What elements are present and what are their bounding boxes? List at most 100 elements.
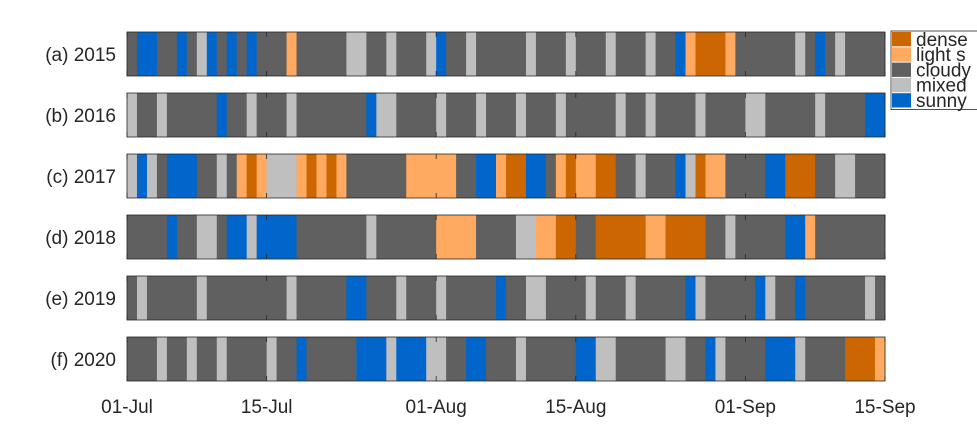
- segment-cloudy: [815, 215, 886, 259]
- segment-light-smoke: [535, 215, 557, 259]
- segment-cloudy: [875, 276, 886, 320]
- segment-cloudy: [705, 93, 746, 137]
- segment-cloudy: [136, 93, 158, 137]
- segment-mixed: [386, 32, 397, 76]
- segment-cloudy: [127, 32, 138, 76]
- segment-mixed: [615, 93, 626, 137]
- segment-light-smoke: [336, 154, 347, 198]
- legend-label: cloudy: [916, 60, 971, 81]
- segment-cloudy: [645, 154, 676, 198]
- segment-cloudy: [525, 337, 577, 381]
- segment-mixed: [665, 337, 686, 381]
- segment-cloudy: [705, 276, 756, 320]
- segment-dense-smoke: [665, 215, 706, 259]
- segment-light-smoke: [875, 337, 886, 381]
- segment-cloudy: [306, 337, 357, 381]
- segment-cloudy: [595, 276, 626, 320]
- legend-swatch-dense-smoke: [892, 32, 911, 47]
- segment-cloudy: [506, 276, 527, 320]
- row-frame: [126, 31, 886, 77]
- segment-cloudy: [486, 337, 517, 381]
- segment-sunny: [396, 337, 427, 381]
- segment-sunny: [246, 32, 257, 76]
- segment-cloudy: [486, 93, 517, 137]
- segment-sunny: [166, 215, 178, 259]
- segment-cloudy: [825, 32, 836, 76]
- segment-cloudy: [775, 276, 796, 320]
- segment-sunny: [476, 154, 497, 198]
- segment-cloudy: [805, 32, 816, 76]
- segment-cloudy: [615, 32, 646, 76]
- segment-mixed: [216, 154, 228, 198]
- segment-sunny: [206, 32, 218, 76]
- segment-mixed: [376, 93, 397, 137]
- segment-sunny: [815, 32, 826, 76]
- segment-mixed: [346, 32, 367, 76]
- segment-light-smoke: [645, 215, 666, 259]
- segment-sunny: [765, 154, 786, 198]
- segment-sunny: [785, 215, 806, 259]
- segment-dense-smoke: [595, 215, 646, 259]
- segment-cloudy: [446, 32, 467, 76]
- segment-cloudy: [196, 337, 218, 381]
- segment-sunny: [136, 154, 148, 198]
- segment-cloudy: [296, 32, 347, 76]
- segment-light-smoke: [725, 32, 736, 76]
- segment-mixed: [585, 276, 597, 320]
- x-tick-label: 01-Jul: [101, 397, 153, 418]
- segment-mixed: [436, 93, 447, 137]
- segment-cloudy: [296, 215, 367, 259]
- segment-sunny: [795, 276, 806, 320]
- segment-cloudy: [545, 276, 587, 320]
- segment-sunny: [685, 276, 696, 320]
- row-frame: [126, 214, 886, 260]
- segment-mixed: [216, 337, 228, 381]
- segment-cloudy: [366, 32, 387, 76]
- segment-light-smoke: [256, 154, 267, 198]
- segment-mixed: [645, 93, 656, 137]
- row-label: (d) 2018: [45, 228, 116, 249]
- row-5: (e) 2019: [45, 275, 886, 321]
- segment-cloudy: [765, 93, 816, 137]
- segment-sunny: [356, 337, 387, 381]
- segment-mixed: [515, 337, 527, 381]
- segment-mixed: [635, 154, 646, 198]
- segment-cloudy: [376, 215, 437, 259]
- segment-cloudy: [815, 154, 836, 198]
- segment-mixed: [695, 276, 706, 320]
- segment-mixed: [685, 154, 696, 198]
- segment-mixed: [436, 276, 447, 320]
- segment-dense-smoke: [695, 154, 706, 198]
- segment-cloudy: [855, 154, 886, 198]
- segment-cloudy: [725, 154, 766, 198]
- segment-cloudy: [146, 276, 198, 320]
- segment-mixed: [695, 93, 706, 137]
- row-frame: [126, 275, 886, 321]
- segment-cloudy: [545, 154, 557, 198]
- segment-sunny: [675, 154, 686, 198]
- segment-mixed: [266, 154, 297, 198]
- segment-light-smoke: [685, 32, 696, 76]
- segment-cloudy: [236, 32, 247, 76]
- segment-sunny: [755, 276, 766, 320]
- segment-light-smoke: [436, 215, 477, 259]
- segment-mixed: [515, 93, 527, 137]
- legend-label: sunny: [916, 91, 967, 112]
- segment-cloudy: [615, 154, 636, 198]
- segment-cloudy: [575, 32, 607, 76]
- segment-cloudy: [296, 93, 367, 137]
- legend-label: mixed: [916, 76, 967, 97]
- segment-cloudy: [805, 276, 866, 320]
- segment-mixed: [725, 215, 736, 259]
- segment-cloudy: [256, 93, 287, 137]
- segment-cloudy: [186, 32, 198, 76]
- segment-cloudy: [276, 337, 297, 381]
- row-label: (b) 2016: [45, 106, 116, 127]
- x-tick-label: 01-Aug: [406, 397, 467, 418]
- segment-cloudy: [166, 93, 218, 137]
- segment-light-smoke: [575, 154, 597, 198]
- segment-mixed: [246, 93, 257, 137]
- segment-cloudy: [446, 93, 477, 137]
- segment-dense-smoke: [595, 154, 617, 198]
- segment-mixed: [515, 215, 537, 259]
